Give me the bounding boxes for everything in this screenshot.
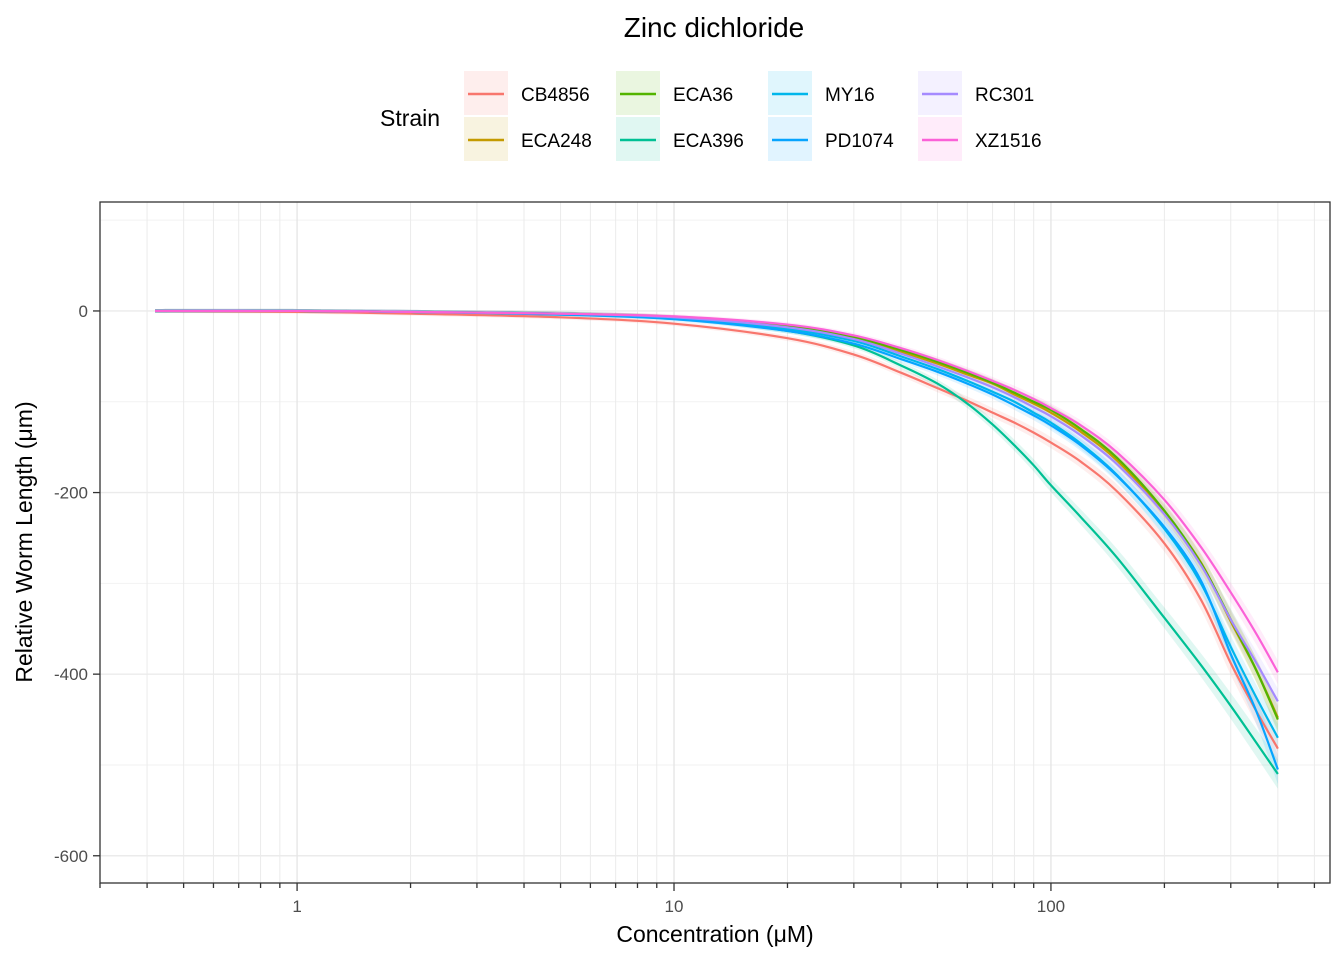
legend-label-eca36: ECA36 [673,85,733,106]
band-eca36 [155,308,1278,733]
chart-title: Zinc dichloride [624,12,805,43]
legend-label-eca248: ECA248 [521,131,592,152]
band-my16 [155,308,1278,752]
legend-label-my16: MY16 [825,85,875,106]
line-xz1516 [155,309,1279,673]
x-tick-label: 1 [292,897,301,916]
plot-panel [99,201,1331,884]
y-tick-label: -400 [54,665,88,684]
y-tick-label: -200 [54,484,88,503]
legend-label-rc301: RC301 [975,85,1034,106]
line-eca248 [155,309,1279,719]
y-tick-label: -600 [54,847,88,866]
line-eca36 [155,309,1279,721]
x-tick-label: 100 [1037,897,1065,916]
x-axis: 1 10 100 [99,883,1316,916]
line-cb4856 [155,309,1279,750]
legend-title: Strain [380,105,440,131]
series-lines [155,309,1279,775]
x-axis-label: Concentration (μM) [616,921,813,947]
legend-label-xz1516: XZ1516 [975,131,1042,152]
band-cb4856 [155,308,1278,763]
y-axis: 0 -200 -400 -600 [54,302,100,866]
line-rc301 [155,309,1279,702]
grid-major [100,202,1330,883]
y-axis-label: Relative Worm Length (μm) [11,401,37,682]
band-eca248 [155,308,1278,731]
legend: CB4856 ECA248 ECA36 ECA396 MY16 PD1074 RC301 XZ… [464,71,1042,161]
band-rc301 [155,308,1278,715]
grid-minor [99,202,1330,883]
legend-label-cb4856: CB4856 [521,85,590,106]
y-tick-label: 0 [79,302,88,321]
legend-label-eca396: ECA396 [673,131,744,152]
band-xz1516 [155,308,1278,685]
x-tick-label: 10 [665,897,684,916]
legend-label-pd1074: PD1074 [825,131,894,152]
